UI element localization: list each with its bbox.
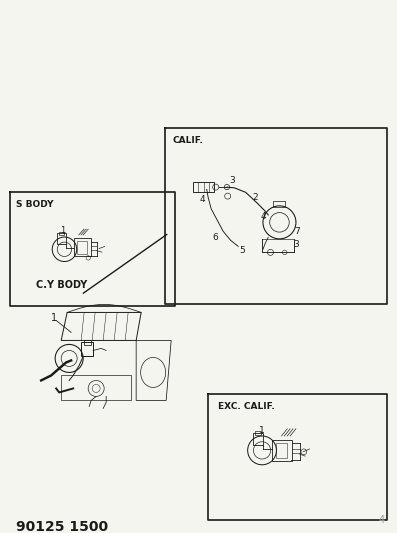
Text: 6: 6	[213, 233, 219, 242]
Bar	[272, 440, 292, 461]
Text: EXC. CALIF.: EXC. CALIF.	[218, 402, 274, 411]
Bar	[81, 342, 93, 357]
Bar	[255, 431, 260, 434]
Bar	[74, 238, 91, 256]
Bar	[84, 341, 91, 345]
Text: S BODY: S BODY	[16, 200, 53, 209]
Text: 1: 1	[259, 426, 265, 435]
Bar	[57, 233, 66, 244]
Text: 7: 7	[294, 227, 300, 236]
Text: 2: 2	[252, 193, 258, 202]
Bar	[59, 232, 64, 235]
Text: C.Y BODY: C.Y BODY	[36, 280, 87, 290]
Text: 4: 4	[260, 212, 266, 221]
Bar	[274, 201, 285, 207]
Text: 90125 1500: 90125 1500	[16, 520, 108, 533]
Text: CALIF.: CALIF.	[173, 136, 204, 145]
Text: 3: 3	[229, 176, 235, 185]
Text: 4: 4	[379, 515, 385, 525]
Bar	[77, 240, 87, 254]
Text: 3: 3	[293, 240, 299, 249]
Text: 1: 1	[60, 226, 66, 235]
Text: 5: 5	[239, 246, 245, 255]
Text: 4: 4	[199, 196, 205, 204]
Bar	[276, 443, 287, 458]
Bar	[253, 433, 263, 445]
Text: 1: 1	[51, 313, 57, 324]
Bar	[193, 182, 214, 192]
